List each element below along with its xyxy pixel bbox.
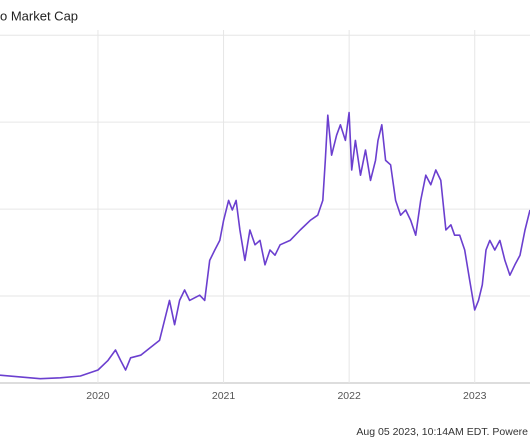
line	[0, 111, 530, 380]
x-tick-label: 2021	[212, 390, 236, 402]
chart-title: o Market Cap	[0, 8, 78, 23]
x-tick-label: 2020	[86, 390, 110, 402]
footer: Aug 05 2023, 10:14AM EDT. Powere	[356, 426, 528, 438]
x-tick-label: 2022	[337, 390, 361, 402]
x-tick-label: 2023	[463, 390, 487, 402]
